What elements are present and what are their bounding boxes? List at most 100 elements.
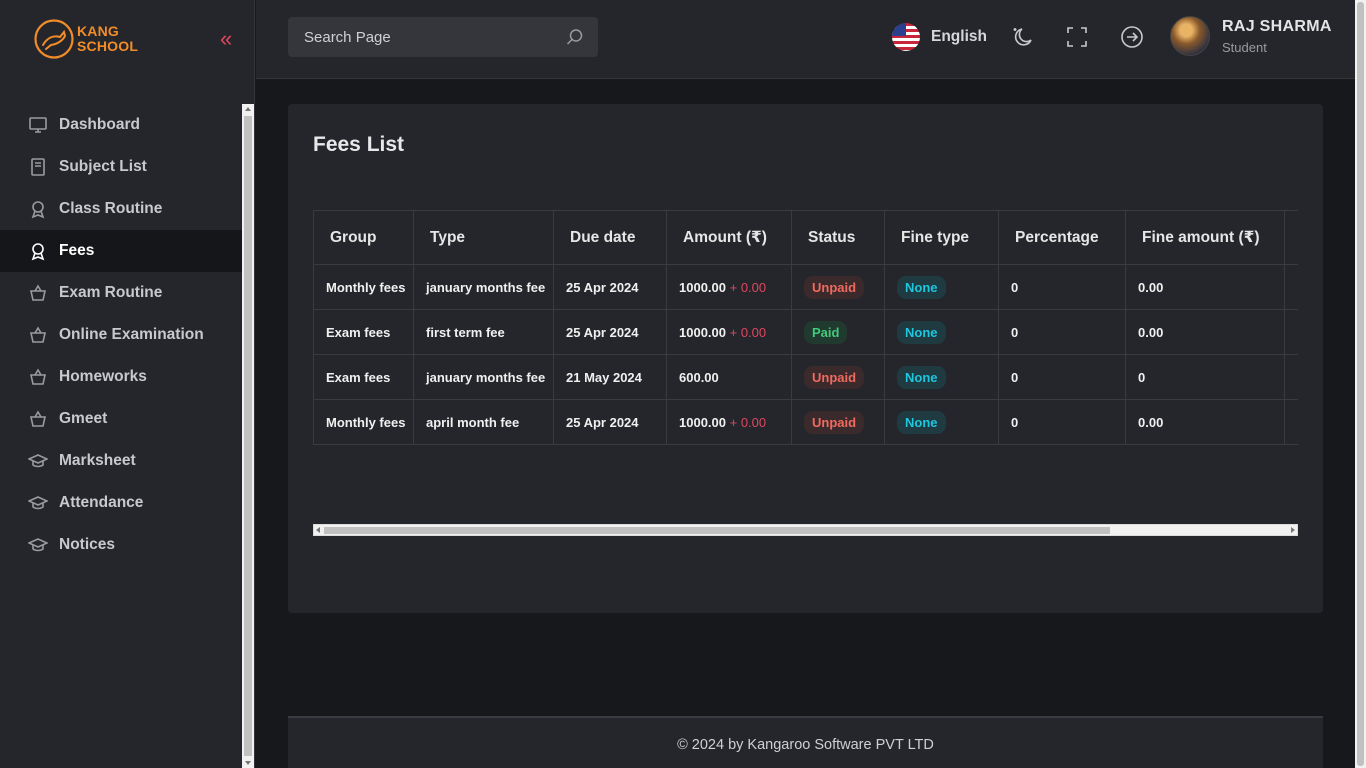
sidebar-item-label: Dashboard — [59, 116, 140, 133]
user-menu[interactable]: RAJ SHARMA Student — [1170, 16, 1332, 56]
table-header-row: Group Type Due date Amount (₹) Status Fi… — [313, 210, 1298, 265]
dark-mode-toggle[interactable] — [1010, 24, 1036, 50]
brand-line2: SCHOOL — [77, 38, 139, 54]
amount-value: 1000.00 — [679, 279, 726, 295]
fullscreen-icon — [1067, 27, 1087, 47]
search-input[interactable] — [288, 17, 558, 57]
cell-fine-type: None — [884, 309, 999, 355]
sidebar-item-fees[interactable]: Fees — [0, 230, 242, 272]
cell-group: Exam fees — [313, 309, 414, 355]
table-row: Exam fees january months fee 21 May 2024… — [313, 354, 1298, 400]
cell-fine-type: None — [884, 399, 999, 445]
column-header-amount[interactable]: Amount (₹) — [666, 210, 792, 265]
cell-percentage: 0 — [998, 399, 1126, 445]
sidebar-scroll-thumb[interactable] — [244, 116, 252, 756]
monitor-icon — [27, 114, 49, 136]
sidebar-item-label: Homeworks — [59, 368, 147, 385]
scroll-down-arrow-icon[interactable] — [245, 761, 251, 765]
cell-group: Monthly fees — [313, 264, 414, 310]
fees-table: Group Type Due date Amount (₹) Status Fi… — [313, 210, 1298, 445]
cell-status: Paid — [791, 309, 885, 355]
footer-copyright: © 2024 by Kangaroo Software PVT LTD — [677, 737, 934, 753]
user-role: Student — [1222, 39, 1267, 55]
amount-extra: + 0.00 — [729, 324, 767, 340]
search-icon[interactable] — [566, 28, 584, 46]
cell-due-date: 25 Apr 2024 — [553, 264, 667, 310]
sidebar-item-class-routine[interactable]: Class Routine — [0, 188, 242, 230]
status-badge: Unpaid — [804, 275, 865, 299]
sidebar-scrollbar[interactable] — [242, 104, 254, 768]
column-header-due-date[interactable]: Due date — [553, 210, 667, 265]
user-info: RAJ SHARMA Student — [1222, 18, 1332, 55]
sidebar: KANG SCHOOL « Dashboard Subject List Cla… — [0, 0, 255, 768]
sidebar-item-gmeet[interactable]: Gmeet — [0, 398, 242, 440]
sidebar-collapse-button[interactable]: « — [220, 28, 240, 52]
cell-percentage: 0 — [998, 264, 1126, 310]
basket-icon — [27, 366, 49, 388]
cell-type: january months fee — [413, 264, 554, 310]
graduation-cap-icon — [27, 534, 49, 556]
sidebar-item-exam-routine[interactable]: Exam Routine — [0, 272, 242, 314]
sidebar-item-attendance[interactable]: Attendance — [0, 482, 242, 524]
moon-icon — [1013, 28, 1032, 46]
cell-status: Unpaid — [791, 264, 885, 310]
kangaroo-logo-icon — [34, 19, 74, 59]
brand-logo[interactable]: KANG SCHOOL — [33, 18, 138, 60]
sidebar-item-label: Marksheet — [59, 452, 136, 469]
sidebar-nav: Dashboard Subject List Class Routine Fee… — [0, 104, 242, 566]
sidebar-item-notices[interactable]: Notices — [0, 524, 242, 566]
sidebar-item-label: Fees — [59, 242, 95, 259]
sidebar-item-label: Exam Routine — [59, 284, 163, 301]
sidebar-item-dashboard[interactable]: Dashboard — [0, 104, 242, 146]
amount-value: 600.00 — [679, 369, 719, 385]
cell-amount: 600.00 — [666, 354, 792, 400]
book-icon — [27, 156, 49, 178]
fine-type-badge: None — [897, 275, 946, 299]
cell-type: january months fee — [413, 354, 554, 400]
cell-fine-amount: 0.00 — [1125, 264, 1285, 310]
table-scroll-thumb[interactable] — [324, 527, 1110, 534]
sidebar-item-subject-list[interactable]: Subject List — [0, 146, 242, 188]
scroll-left-arrow-icon[interactable] — [316, 527, 320, 533]
cell-group: Exam fees — [313, 354, 414, 400]
logout-button[interactable] — [1119, 24, 1145, 50]
sidebar-item-label: Notices — [59, 536, 115, 553]
amount-extra: + 0.00 — [729, 414, 767, 430]
column-header-group[interactable]: Group — [313, 210, 414, 265]
cell-group: Monthly fees — [313, 399, 414, 445]
table-horizontal-scrollbar[interactable] — [313, 524, 1298, 536]
scroll-right-arrow-icon[interactable] — [1291, 527, 1295, 533]
language-selector[interactable]: English — [892, 23, 987, 51]
cell-amount: 1000.00 + 0.00 — [666, 309, 792, 355]
sidebar-item-homeworks[interactable]: Homeworks — [0, 356, 242, 398]
brand-line1: KANG — [77, 23, 120, 39]
cell-fine-amount: 0.00 — [1125, 399, 1285, 445]
fullscreen-button[interactable] — [1064, 24, 1090, 50]
cell-percentage: 0 — [998, 354, 1126, 400]
column-header-fine-type[interactable]: Fine type — [884, 210, 999, 265]
user-name: RAJ SHARMA — [1222, 17, 1332, 35]
cell-overflow — [1284, 399, 1298, 445]
award-icon — [27, 240, 49, 262]
cell-due-date: 25 Apr 2024 — [553, 399, 667, 445]
cell-status: Unpaid — [791, 354, 885, 400]
column-header-status[interactable]: Status — [791, 210, 885, 265]
sidebar-item-marksheet[interactable]: Marksheet — [0, 440, 242, 482]
column-header-fine-amount[interactable]: Fine amount (₹) — [1125, 210, 1285, 265]
sidebar-item-online-examination[interactable]: Online Examination — [0, 314, 242, 356]
column-header-type[interactable]: Type — [413, 210, 554, 265]
page-title: Fees List — [313, 133, 405, 156]
brand-name: KANG SCHOOL — [77, 24, 138, 54]
basket-icon — [27, 324, 49, 346]
amount-value: 1000.00 — [679, 324, 726, 340]
column-header-overflow — [1284, 210, 1298, 265]
cell-overflow — [1284, 354, 1298, 400]
sidebar-item-label: Subject List — [59, 158, 147, 175]
scroll-up-arrow-icon[interactable] — [245, 107, 251, 111]
page-scroll-thumb[interactable] — [1357, 2, 1364, 766]
page-scrollbar[interactable] — [1355, 0, 1366, 768]
fees-card: Fees List Group Type Due date Amount (₹)… — [288, 104, 1323, 613]
basket-icon — [27, 408, 49, 430]
cell-overflow — [1284, 309, 1298, 355]
column-header-percentage[interactable]: Percentage — [998, 210, 1126, 265]
